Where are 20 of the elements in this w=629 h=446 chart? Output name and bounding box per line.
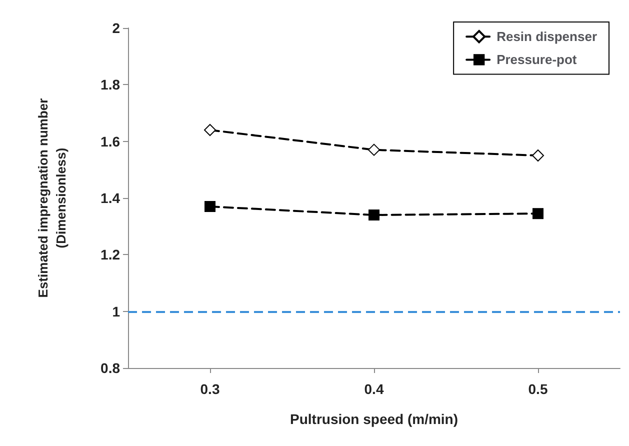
y-tick-label: 1.8 bbox=[100, 76, 120, 93]
y-tick-label: 1.6 bbox=[100, 133, 120, 150]
y-tick-label: 2 bbox=[112, 20, 120, 36]
x-tick-label: 0.3 bbox=[200, 381, 220, 397]
x-axis-title: Pultrusion speed (m/min) bbox=[290, 411, 458, 427]
y-tick-label: 1.4 bbox=[100, 190, 120, 206]
point bbox=[204, 124, 216, 136]
legend-label: Pressure-pot bbox=[496, 52, 578, 68]
x-tick-label: 0.4 bbox=[364, 381, 384, 397]
point bbox=[204, 201, 216, 212]
x-tick-label: 0.5 bbox=[528, 381, 548, 397]
point bbox=[368, 210, 380, 220]
point bbox=[368, 144, 380, 156]
point bbox=[532, 150, 544, 162]
y-tick-label: 1 bbox=[112, 303, 120, 320]
legend-label: Resin dispenser bbox=[496, 29, 598, 44]
point bbox=[532, 208, 544, 220]
y-tick-label: 1.2 bbox=[100, 246, 120, 263]
y-axis-title: Estimated impregnation number (Dimensionless) bbox=[36, 98, 68, 298]
y-tick-label: 0.8 bbox=[100, 360, 120, 376]
